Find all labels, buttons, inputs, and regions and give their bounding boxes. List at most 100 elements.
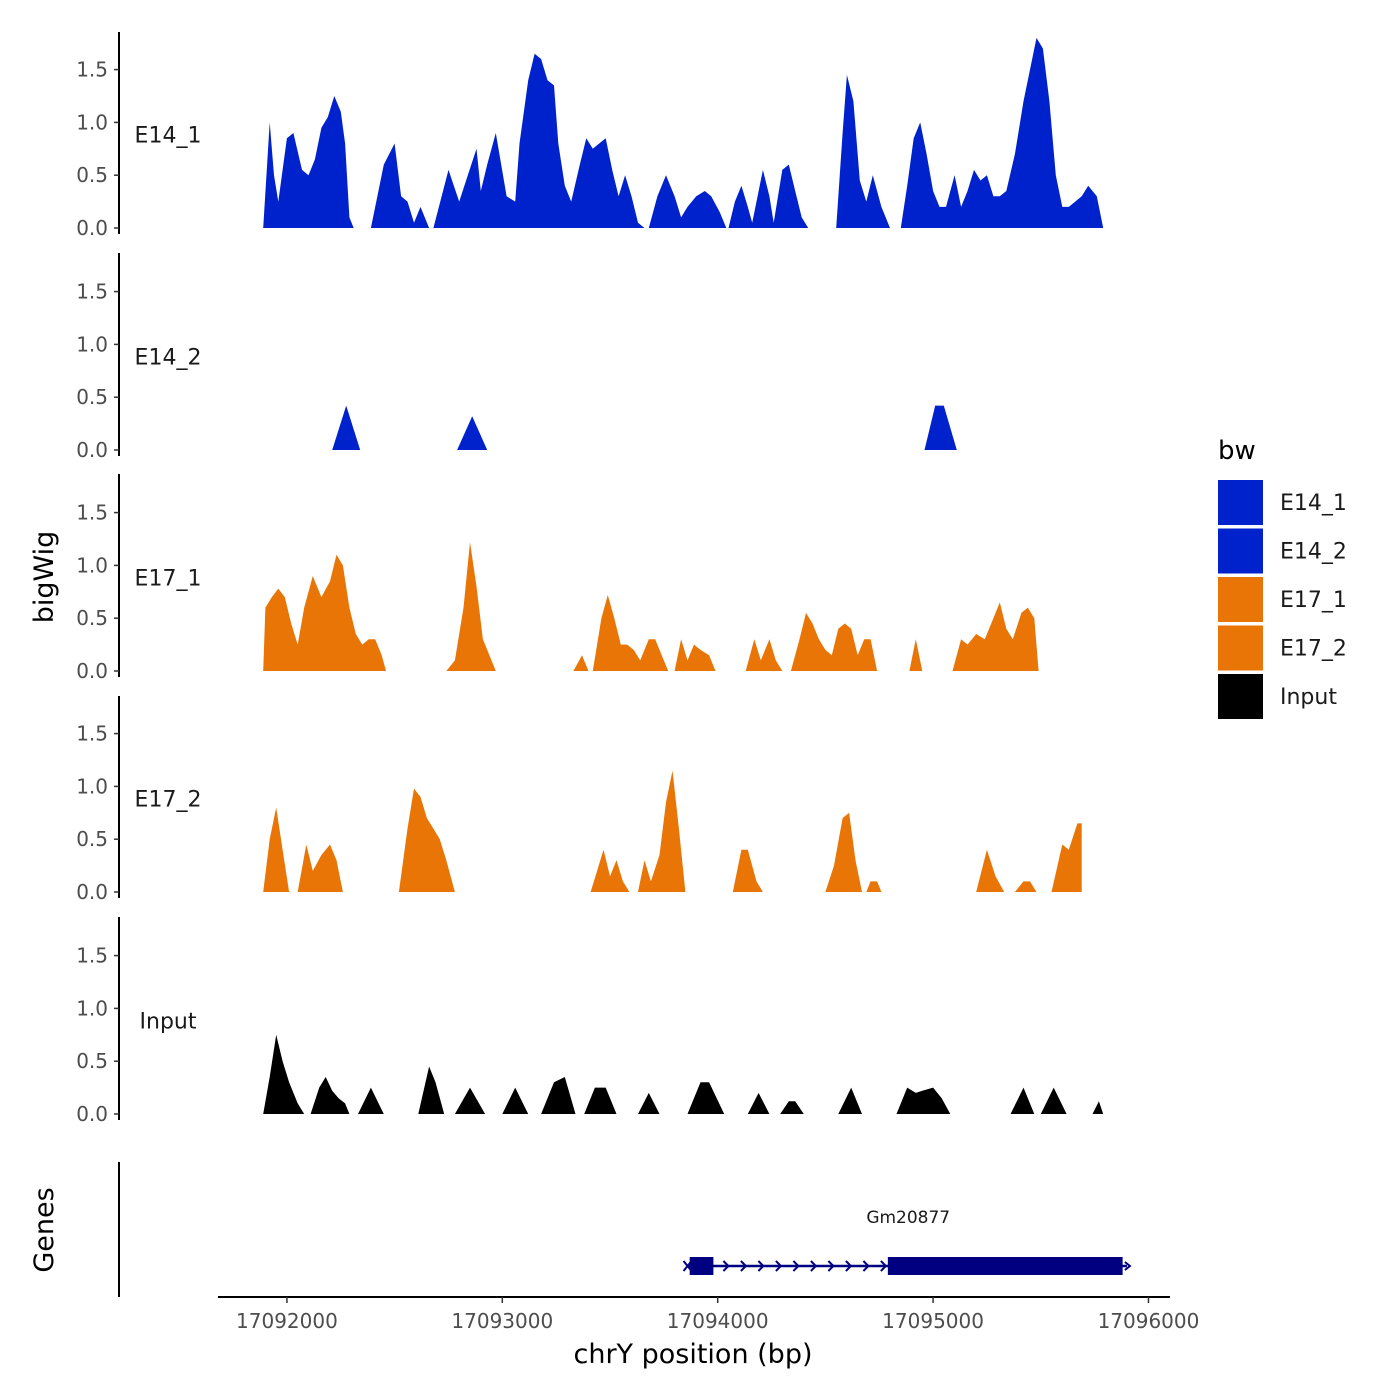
coverage-area-E17_2-10 [1051,823,1082,892]
y-tick-label-E17_2-3: 1.5 [76,722,108,746]
strand-chevron [722,1260,730,1272]
legend-label-E14_1: E14_1 [1280,491,1347,516]
coverage-area-Input-9 [687,1082,725,1114]
y-tick-label-Input-1: 0.5 [76,1049,108,1073]
coverage-area-E17_2-2 [398,788,455,892]
x-tick-label-0: 17092000 [236,1309,338,1333]
coverage-area-Input-1 [310,1077,350,1114]
legend-label-E17_1: E17_1 [1280,588,1347,613]
coverage-area-E17_2-4 [638,770,686,892]
coverage-area-E17_1-6 [790,612,878,671]
coverage-area-Input-6 [541,1077,576,1114]
coverage-area-Input-12 [838,1087,862,1114]
genes-track-title: Genes [29,1187,60,1272]
y-tick-label-Input-2: 1.0 [76,996,108,1020]
coverage-area-E17_1-3 [592,595,669,671]
y-tick-label-E17_1-1: 0.5 [76,606,108,630]
coverage-tracks [263,37,1104,1114]
coverage-area-E17_1-4 [674,639,716,671]
coverage-area-E17_1-8 [952,602,1039,671]
y-tick-label-E14_2-1: 0.5 [76,385,108,409]
coverage-area-Input-16 [1092,1101,1104,1114]
coverage-area-Input-14 [1010,1087,1035,1114]
coverage-area-E14_2-1 [457,416,488,450]
coverage-area-E17_2-5 [732,849,763,892]
coverage-area-E14_1-3 [648,175,727,228]
coverage-area-E17_1-2 [573,655,589,671]
coverage-area-Input-3 [418,1066,445,1114]
track-E17_2 [263,770,1082,892]
panel-label-E17_2: E17_2 [135,787,202,812]
coverage-area-Input-5 [502,1087,529,1114]
coverage-area-E17_1-5 [745,639,783,671]
coverage-area-Input-11 [780,1101,804,1114]
coverage-area-E14_1-4 [728,164,809,228]
legend-label-Input: Input [1280,685,1337,710]
coverage-area-E17_2-9 [1014,881,1037,892]
coverage-area-E14_2-0 [332,405,361,450]
legend-key-Input [1218,674,1263,719]
coverage-area-E17_1-0 [263,554,386,671]
coverage-area-E17_2-7 [866,881,882,892]
panel-label-E17_1: E17_1 [135,566,202,591]
legend-label-E14_2: E14_2 [1280,540,1347,565]
y-tick-label-E17_1-3: 1.5 [76,501,108,525]
coverage-area-E14_1-5 [836,74,890,229]
coverage-area-E14_1-2 [433,53,645,228]
coverage-area-Input-10 [747,1092,770,1114]
strand-chevron [880,1260,888,1272]
legend-label-E17_2: E17_2 [1280,637,1347,662]
panel-labels: E14_1 E14_2 E17_1 E17_2 Input [135,123,202,1034]
coverage-area-Input-2 [358,1087,384,1114]
track-Input [263,1034,1104,1114]
legend-key-E14_1 [1218,480,1263,525]
gene-track: Gm20877 [682,1208,1132,1275]
y-tick-label-E14_2-2: 1.0 [76,332,108,356]
x-tick-label-3: 17095000 [882,1309,984,1333]
coverage-area-Input-15 [1040,1087,1067,1114]
y-tick-label-E14_1-2: 1.0 [76,110,108,134]
panel-label-E14_2: E14_2 [135,345,202,370]
panel-label-E14_1: E14_1 [135,123,202,148]
strand-chevron [775,1260,783,1272]
strand-chevron [792,1260,800,1272]
coverage-area-Input-7 [584,1087,617,1114]
legend-key-E17_2 [1218,625,1263,671]
strand-chevron [845,1260,853,1272]
y-tick-label-E17_1-2: 1.0 [76,553,108,577]
y-tick-label-E14_1-3: 1.5 [76,58,108,82]
y-axes: 0.0 0.5 1.0 1.5 0.0 0.5 1.0 1.5 0.0 0.5 1.0 1.5 0.0 0… [76,32,120,1126]
gene-exon-1 [887,1257,1123,1275]
y-tick-label-E17_1-0: 0.0 [76,659,108,683]
gene-label: Gm20877 [866,1208,950,1228]
gene-end-mark [1124,1261,1132,1271]
coverage-area-E14_1-0 [263,96,354,228]
track-E14_2 [332,405,957,450]
coverage-area-Input-8 [638,1092,660,1114]
track-E17_1 [263,542,1039,671]
x-tick-label-2: 17094000 [667,1309,769,1333]
gene-exon-0 [689,1257,714,1275]
legend-key-E14_2 [1218,528,1263,574]
coverage-area-E14_1-1 [370,143,430,228]
coverage-area-Input-4 [454,1087,486,1114]
coverage-area-Input-0 [263,1034,305,1114]
x-axis-title: chrY position (bp) [573,1339,812,1370]
y-tick-label-E17_2-0: 0.0 [76,880,108,904]
x-tick-label-4: 17096000 [1098,1309,1200,1333]
legend-key-E17_1 [1218,577,1263,622]
strand-chevron [827,1260,835,1272]
strand-chevron [862,1260,870,1272]
y-tick-label-E17_2-1: 0.5 [76,827,108,851]
panel-label-Input: Input [140,1009,197,1034]
x-axis: 17092000 17093000 17094000 17095000 17096000 [218,1296,1200,1333]
coverage-area-E14_1-6 [900,37,1104,229]
y-tick-label-Input-3: 1.5 [76,944,108,968]
track-E14_1 [263,37,1104,229]
y-tick-label-E14_1-0: 0.0 [76,216,108,240]
gene-Gm20877: Gm20877 [682,1208,1132,1275]
y-tick-label-E14_2-0: 0.0 [76,438,108,462]
y-axis-title: bigWig [29,531,60,624]
coverage-area-E17_1-7 [909,639,923,671]
